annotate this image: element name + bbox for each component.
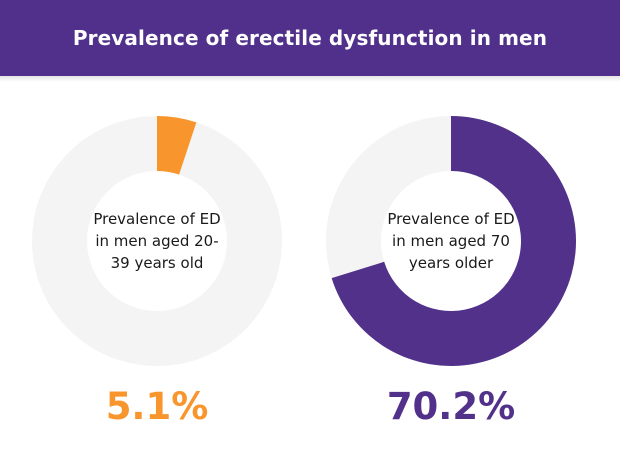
donut-svg-70-plus <box>326 116 576 366</box>
donut-label-text: Prevalence of ED in men aged 70 years ol… <box>387 210 515 272</box>
donut-chart-70-plus: Prevalence of ED in men aged 70 years ol… <box>326 116 576 366</box>
header-bar: Prevalence of erectile dysfunction in me… <box>0 0 620 76</box>
donut-center-label: Prevalence of ED in men aged 70 years ol… <box>326 116 576 366</box>
value-label-70-plus: 70.2% <box>386 385 516 428</box>
page-title: Prevalence of erectile dysfunction in me… <box>72 26 548 50</box>
value-label-20-39: 5.1% <box>105 385 209 428</box>
donut-value-arc <box>331 116 576 366</box>
donut-value-arc <box>157 116 197 175</box>
donut-label-text: Prevalence of ED in men aged 20-39 years… <box>93 210 221 272</box>
header-shadow <box>0 76 620 82</box>
donut-chart-20-39: Prevalence of ED in men aged 20-39 years… <box>32 116 282 366</box>
donut-center-label: Prevalence of ED in men aged 20-39 years… <box>32 116 282 366</box>
donut-svg-20-39 <box>32 116 282 366</box>
